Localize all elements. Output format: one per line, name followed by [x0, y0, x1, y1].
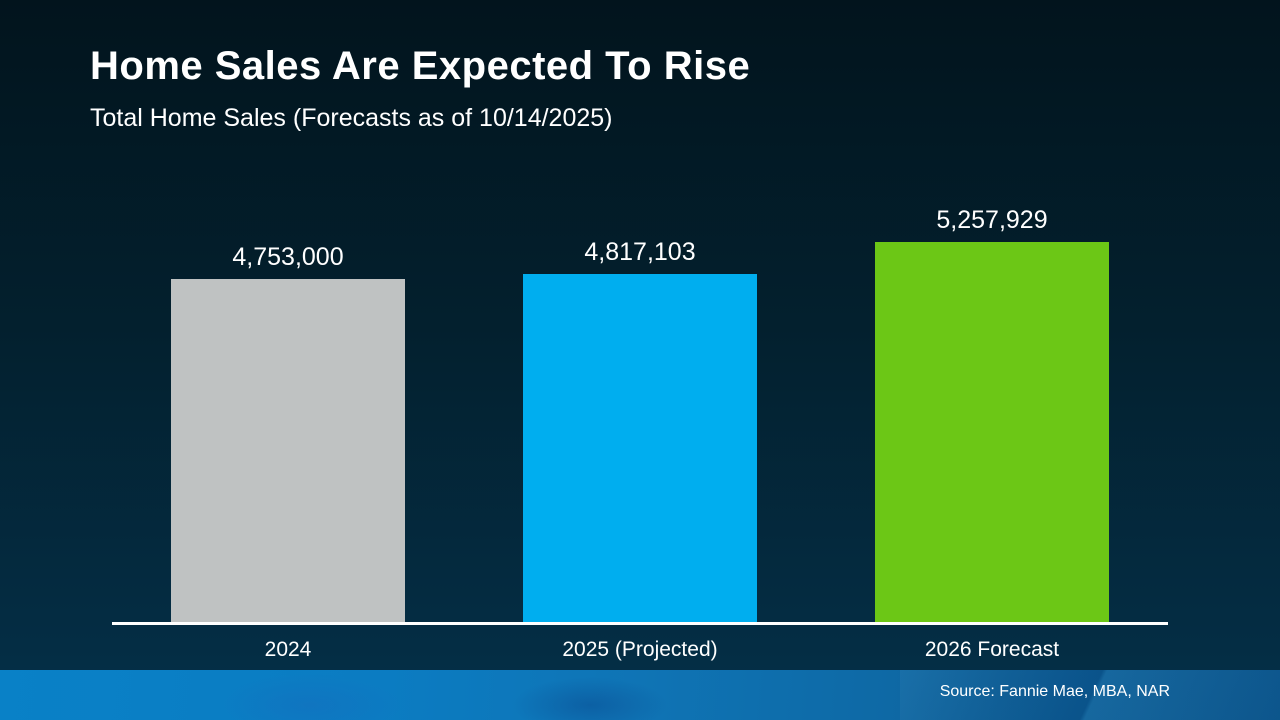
footer-swirl-decoration — [900, 670, 1280, 720]
bar-group: 4,817,103 — [464, 238, 816, 623]
bar-value-label: 4,753,000 — [232, 243, 344, 271]
bar-group: 5,257,929 — [816, 206, 1168, 623]
x-axis-label: 2024 — [264, 638, 312, 661]
bar — [875, 242, 1109, 623]
footer-swirl-decoration — [480, 670, 700, 720]
bar-value-label: 5,257,929 — [936, 206, 1048, 234]
bar-value-label: 4,817,103 — [584, 238, 696, 266]
bar-chart: 4,753,000 4,817,103 5,257,929 — [112, 0, 1168, 623]
bar — [171, 279, 405, 623]
x-axis-line — [112, 622, 1168, 625]
x-axis-label: 2025 (Projected) — [562, 638, 718, 661]
x-axis-labels: 2024 2025 (Projected) 2026 Forecast — [112, 638, 1168, 662]
footer-swirl-decoration — [180, 670, 440, 720]
x-axis-label: 2026 Forecast — [924, 638, 1060, 661]
bar-group: 4,753,000 — [112, 243, 464, 623]
footer-band: Source: Fannie Mae, MBA, NAR — [0, 670, 1280, 720]
source-attribution: Source: Fannie Mae, MBA, NAR — [939, 683, 1170, 700]
page-title: Home Sales Are Expected To Rise — [90, 44, 751, 88]
chart-subtitle: Total Home Sales (Forecasts as of 10/14/… — [90, 104, 613, 132]
bar — [523, 274, 757, 623]
